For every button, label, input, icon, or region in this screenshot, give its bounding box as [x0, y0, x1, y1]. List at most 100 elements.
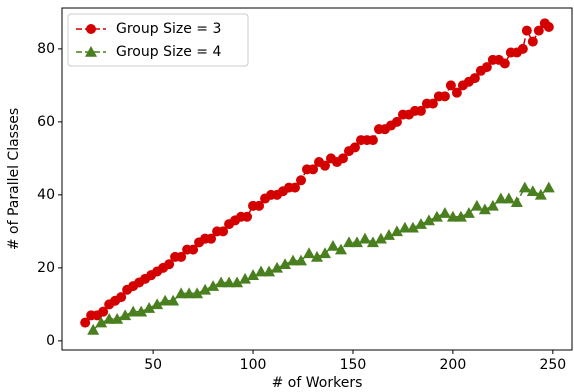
data-point: [290, 182, 301, 193]
data-point: [319, 160, 330, 171]
data-point: [231, 276, 244, 288]
data-point: [510, 196, 523, 207]
data-point: [296, 175, 307, 186]
data-point: [342, 236, 355, 248]
legend-marker: [85, 46, 97, 57]
data-point: [391, 116, 402, 127]
data-point: [499, 58, 510, 69]
y-tick-label: 0: [46, 333, 55, 349]
data-point: [486, 199, 499, 211]
data-point: [95, 316, 108, 328]
data-point: [218, 226, 229, 237]
data-point: [287, 254, 300, 266]
y-tick-label: 60: [37, 114, 55, 130]
data-point: [191, 287, 204, 299]
x-axis-label: # of Workers: [272, 375, 363, 391]
data-point: [543, 21, 554, 32]
data-point: [427, 98, 438, 109]
data-point: [366, 236, 379, 248]
data-point: [462, 207, 475, 218]
data-point: [247, 269, 260, 280]
data-point: [349, 142, 360, 153]
data-point: [446, 210, 459, 222]
data-point: [422, 214, 435, 226]
data-point: [398, 221, 411, 233]
legend-box: [67, 13, 249, 67]
data-point: [271, 261, 284, 273]
data-point: [414, 218, 427, 229]
data-point: [527, 36, 538, 47]
data-point: [521, 25, 532, 36]
data-point: [334, 243, 347, 255]
data-point: [175, 287, 188, 299]
data-point: [430, 210, 443, 222]
legend-marker: [86, 24, 96, 34]
data-point: [103, 312, 116, 324]
data-point: [116, 292, 127, 303]
x-tick-label: 50: [144, 357, 162, 373]
data-point: [206, 233, 217, 244]
data-point: [239, 272, 252, 284]
y-axis-label: # of Parallel Classes: [6, 108, 22, 250]
data-point: [183, 287, 196, 299]
data-point: [318, 247, 331, 259]
data-point: [326, 239, 339, 251]
y-tick-label: 20: [37, 260, 55, 276]
data-point: [167, 294, 180, 306]
data-point: [517, 43, 528, 54]
data-point: [176, 251, 187, 262]
data-point: [80, 317, 91, 328]
data-point: [215, 276, 228, 288]
data-point: [311, 250, 323, 262]
x-tick-label: 250: [539, 357, 566, 373]
data-point: [451, 87, 462, 98]
legend-label: Group Size = 4: [116, 44, 221, 60]
data-point: [111, 312, 124, 324]
data-point: [454, 210, 467, 222]
data-point: [350, 236, 363, 248]
data-point: [223, 276, 236, 288]
data-point: [164, 259, 175, 270]
data-point: [533, 25, 544, 36]
data-point: [207, 280, 220, 291]
data-point: [382, 229, 395, 240]
data-point: [358, 232, 371, 244]
data-point: [439, 91, 450, 102]
data-point: [481, 62, 492, 73]
data-point: [295, 254, 308, 266]
data-point: [127, 305, 140, 317]
data-point: [263, 265, 276, 277]
data-point: [367, 135, 378, 146]
data-point: [478, 203, 491, 215]
data-point: [119, 309, 132, 321]
plot-frame: [61, 7, 573, 351]
data-point: [143, 302, 156, 313]
data-point: [151, 298, 164, 310]
data-point: [159, 294, 172, 306]
data-point: [542, 181, 555, 193]
data-point: [534, 188, 547, 200]
data-point: [199, 283, 212, 295]
y-tick-label: 80: [37, 41, 55, 57]
data-point: [406, 221, 419, 233]
data-point: [98, 306, 109, 317]
legend-label: Group Size = 3: [116, 21, 221, 37]
y-tick-label: 40: [37, 187, 55, 203]
data-point: [469, 73, 480, 84]
data-point: [415, 105, 426, 116]
data-point: [188, 244, 199, 255]
data-point: [374, 232, 387, 244]
data-point: [390, 225, 403, 237]
data-point: [470, 199, 483, 211]
data-point: [255, 265, 268, 277]
x-tick-label: 150: [340, 357, 367, 373]
data-point: [445, 80, 456, 91]
data-point: [308, 164, 319, 175]
data-point: [254, 200, 265, 211]
data-point: [438, 207, 451, 218]
data-point: [526, 185, 539, 197]
x-tick-label: 200: [440, 357, 467, 373]
data-point: [502, 192, 515, 204]
data-point: [242, 211, 253, 222]
